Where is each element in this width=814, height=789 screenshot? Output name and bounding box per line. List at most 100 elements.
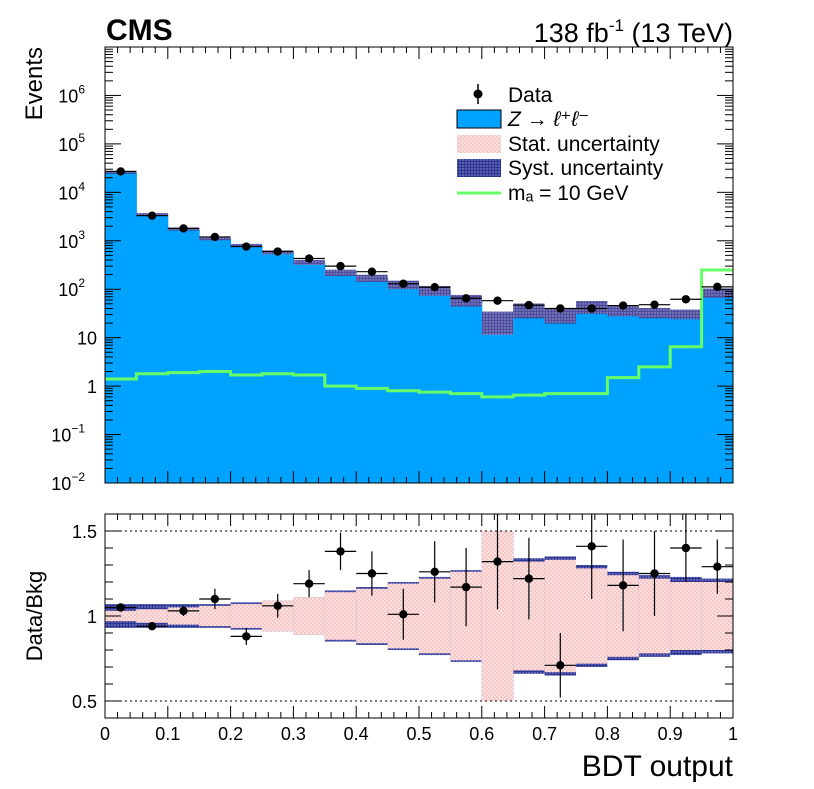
- x-tick-label: 0.7: [532, 724, 557, 744]
- background-bin: [481, 320, 514, 483]
- signal-line: [105, 268, 733, 399]
- ratio-data-point: [336, 547, 345, 556]
- syst-band-bin: [701, 288, 733, 298]
- syst-band-bin: [481, 311, 514, 335]
- ratio-data-point: [650, 569, 659, 578]
- y-tick-exponent: 5: [78, 131, 85, 145]
- x-tick-label: 0: [100, 724, 110, 744]
- data-point: [242, 242, 251, 251]
- y-tick-base: 1: [87, 377, 97, 397]
- legend-data-label: Data: [508, 84, 553, 107]
- background-bin: [670, 313, 703, 483]
- ratio-stat-bin: [136, 609, 168, 623]
- x-tick-label: 0.1: [155, 724, 180, 744]
- x-axis-title: BDT output: [582, 750, 734, 783]
- y-tick-label: 105: [58, 131, 85, 155]
- legend-stat-swatch: [457, 135, 501, 153]
- x-tick-label: 0.5: [406, 724, 431, 744]
- ratio-y-axis: 0.5 1 1.5: [72, 513, 733, 719]
- syst-band-bin: [324, 269, 357, 277]
- ratio-data-point: [210, 594, 220, 604]
- syst-band-bin: [544, 308, 576, 324]
- legend-syst-label: Syst. uncertainty: [508, 157, 664, 180]
- legend-entry-background: Z → ℓ⁺ℓ⁻: [456, 108, 589, 131]
- background-histogram: [105, 171, 733, 483]
- y-tick-label: 10: [77, 329, 97, 349]
- y-tick-base: 10: [58, 280, 78, 300]
- ratio-stat-band: [105, 531, 733, 701]
- data-point: [587, 304, 596, 313]
- data-point: [461, 294, 471, 303]
- data-point: [399, 279, 408, 288]
- data-point: [493, 296, 502, 305]
- y-tick-base: 10: [77, 329, 97, 349]
- data-point: [650, 300, 659, 309]
- legend-entry-data: Data: [473, 84, 553, 107]
- legend-entry-signal: mₐ = 10 GeV: [457, 182, 628, 205]
- x-tick-label: 0.9: [658, 724, 683, 744]
- legend-background-swatch: [456, 109, 502, 129]
- luminosity-label: 138 fb-1 (13 TeV): [534, 16, 733, 48]
- background-bin: [544, 314, 577, 483]
- x-tick-label: 0.8: [595, 724, 620, 744]
- y-tick-exponent: 6: [78, 82, 85, 96]
- legend-data-marker: [473, 89, 483, 99]
- ratio-data-point: [242, 632, 251, 641]
- syst-band-bin: [638, 308, 671, 319]
- ratio-stat-bin: [356, 588, 388, 644]
- data-point: [336, 261, 345, 271]
- y-tick-label: 102: [58, 276, 85, 300]
- background-bin: [419, 290, 451, 483]
- ratio-stat-bin: [324, 592, 357, 640]
- ratio-data-point: [681, 543, 691, 553]
- background-bin: [167, 229, 200, 483]
- ratio-data-point: [461, 582, 471, 592]
- syst-band-bin: [513, 303, 545, 319]
- y-tick-label: 1: [87, 377, 97, 397]
- y-tick-label: 104: [58, 179, 85, 203]
- background-bin: [324, 272, 357, 483]
- y-tick-exponent: 4: [78, 179, 85, 193]
- data-point: [179, 224, 188, 233]
- luminosity-value: 138 fb: [534, 18, 609, 48]
- background-bin: [701, 292, 733, 483]
- y-tick-exponent: 2: [78, 276, 85, 290]
- ratio-data-point: [430, 567, 439, 576]
- background-bin: [638, 312, 671, 483]
- x-tick-label: 0.2: [218, 724, 243, 744]
- y-tick-exponent: −1: [71, 422, 85, 436]
- data-point: [116, 167, 125, 176]
- y-tick-exponent: 3: [78, 228, 85, 242]
- ratio-data-point: [524, 574, 534, 583]
- legend-stat-label: Stat. uncertainty: [508, 133, 660, 156]
- ratio-data-point: [713, 562, 722, 571]
- ratio-y-tick-label: 0.5: [72, 692, 97, 712]
- background-bin: [262, 252, 294, 483]
- y-tick-base: 10: [58, 135, 78, 155]
- experiment-label: CMS: [106, 14, 173, 47]
- syst-band-bin: [670, 309, 702, 320]
- legend-entry-syst: Syst. uncertainty: [457, 157, 664, 180]
- ratio-stat-bin: [293, 597, 325, 635]
- ratio-x-axis: 0 0.1 0.2 0.3 0.4 0.5 0.6 0.7 0.8 0.9 1: [100, 514, 738, 744]
- main-y-axis-title: Events: [21, 47, 48, 120]
- ratio-data-points: [105, 514, 733, 698]
- ratio-data-point: [116, 603, 125, 612]
- ratio-y-tick-label: 1: [87, 607, 97, 627]
- background-bin: [105, 172, 137, 483]
- ratio-data-point: [587, 542, 596, 551]
- legend-entry-stat: Stat. uncertainty: [457, 133, 660, 156]
- legend-background-label: Z → ℓ⁺ℓ⁻: [507, 108, 589, 131]
- ratio-data-point: [304, 579, 314, 588]
- ratio-data-point: [399, 610, 408, 619]
- ratio-plot-area: [105, 514, 733, 702]
- data-point: [147, 211, 157, 220]
- x-tick-label: 0.6: [469, 724, 494, 744]
- data-point: [618, 301, 628, 310]
- ratio-data-point: [367, 569, 377, 578]
- data-point: [367, 267, 377, 276]
- data-point: [210, 232, 220, 242]
- y-tick-label: 106: [58, 82, 85, 106]
- data-points: [105, 167, 733, 313]
